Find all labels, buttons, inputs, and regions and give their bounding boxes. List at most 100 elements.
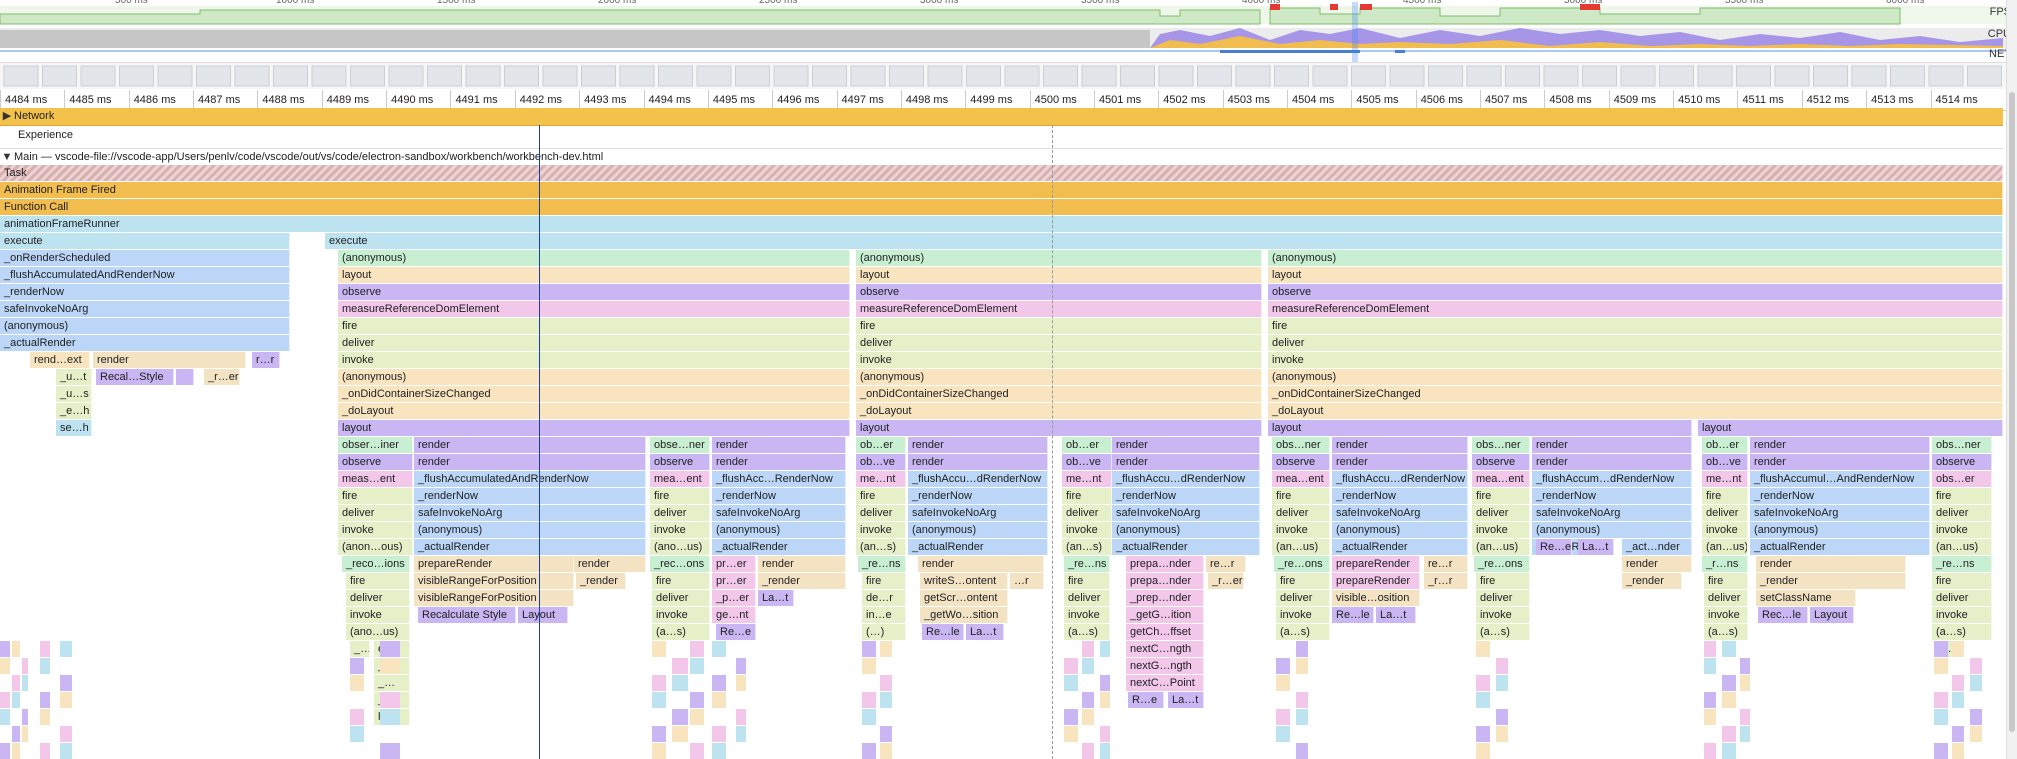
flame-event[interactable]: mea…ent (1272, 471, 1330, 487)
flame-event[interactable]: invoke (346, 607, 410, 623)
flame-sliver[interactable] (712, 743, 726, 759)
flame-event[interactable]: (an…s) (856, 539, 906, 555)
flame-event[interactable]: _… (374, 658, 410, 674)
flame-event[interactable]: (anonymous) (1750, 522, 1930, 538)
screenshot-thumbnail[interactable] (1967, 65, 2002, 87)
flame-event[interactable]: _renderNow (414, 488, 646, 504)
flame-event[interactable]: animationFrameRunner (0, 216, 2003, 232)
flame-sliver[interactable] (736, 726, 746, 742)
flame-sliver[interactable] (40, 743, 50, 759)
flame-event[interactable]: (anonymous) (1268, 369, 2003, 385)
screenshot-thumbnail[interactable] (1890, 65, 1925, 87)
flame-event[interactable]: layout (1698, 420, 2003, 436)
flame-event[interactable]: _reco…ions (342, 556, 410, 572)
screenshot-thumbnail[interactable] (1813, 65, 1848, 87)
screenshot-thumbnail[interactable] (119, 65, 154, 87)
flame-event[interactable]: safeInvokeNoArg (0, 301, 290, 317)
flame-event[interactable]: fire (1932, 488, 1992, 504)
flame-event[interactable]: La…t (1578, 539, 1614, 555)
flame-sliver[interactable] (736, 658, 746, 674)
flame-event[interactable]: (an…s) (1062, 539, 1112, 555)
flame-sliver[interactable] (1082, 658, 1094, 674)
flame-event[interactable]: _renderNow (0, 284, 290, 300)
flame-event[interactable]: deliver (650, 505, 710, 521)
flame-sliver[interactable] (1476, 743, 1490, 759)
flame-event[interactable]: mea…ent (1472, 471, 1530, 487)
flame-event[interactable]: _flushAcc…RenderNow (712, 471, 846, 487)
flame-event[interactable]: re…r (1424, 556, 1468, 572)
flame-event[interactable]: render (1112, 454, 1260, 470)
screenshot-thumbnail[interactable] (1312, 65, 1348, 87)
flame-sliver[interactable] (652, 726, 666, 742)
flame-event[interactable]: Animation Frame Fired (0, 182, 2003, 198)
flame-event[interactable]: ob…er (856, 437, 906, 453)
flame-event[interactable]: _r…r (1424, 573, 1468, 589)
flame-event[interactable]: nextC…Point (1126, 675, 1204, 691)
screenshot-thumbnail[interactable] (812, 65, 847, 87)
screenshot-thumbnail[interactable] (1004, 65, 1040, 87)
flame-event[interactable]: deliver (1064, 590, 1110, 606)
flame-event[interactable]: e… (374, 641, 410, 657)
flame-event[interactable]: execute (0, 233, 290, 249)
flame-event[interactable]: ob…ve (856, 454, 906, 470)
flame-event[interactable]: obs…ner (1272, 437, 1330, 453)
screenshot-thumbnail[interactable] (850, 65, 886, 87)
flame-event[interactable]: _p…er (712, 590, 756, 606)
flame-sliver[interactable] (1276, 726, 1290, 742)
flame-event[interactable]: (anon…ous) (338, 539, 413, 555)
flame-event[interactable]: _renderNow (1112, 488, 1260, 504)
flame-sliver[interactable] (1496, 658, 1508, 674)
flame-sliver[interactable] (1100, 743, 1110, 759)
flame-sliver[interactable] (1740, 658, 1750, 674)
screenshot-thumbnail[interactable] (1774, 65, 1810, 87)
flame-event[interactable]: La…t (1376, 607, 1416, 623)
flame-event[interactable]: (a…s) (1932, 624, 1992, 640)
flame-sliver[interactable] (1064, 675, 1078, 691)
screenshot-thumbnail[interactable] (696, 65, 732, 87)
flame-sliver[interactable] (1934, 692, 1948, 708)
flame-event[interactable]: invoke (338, 522, 413, 538)
flame-event[interactable]: layout (338, 267, 850, 283)
flame-event[interactable]: deliver (1932, 590, 1992, 606)
flame-sliver[interactable] (1704, 692, 1716, 708)
flame-sliver[interactable] (1100, 692, 1110, 708)
flame-sliver[interactable] (672, 675, 688, 691)
flame-event[interactable]: fire (1268, 318, 2003, 334)
flame-event[interactable]: La…t (758, 590, 794, 606)
flame-event[interactable]: render (414, 437, 646, 453)
flame-event[interactable]: _actualRender (908, 539, 1048, 555)
flame-sliver[interactable] (690, 743, 704, 759)
screenshot-thumbnail[interactable] (42, 65, 77, 87)
flame-sliver[interactable] (0, 743, 10, 759)
flame-event[interactable]: La…t (1168, 692, 1204, 708)
screenshot-thumbnail[interactable] (1851, 65, 1887, 87)
flame-sliver[interactable] (12, 743, 20, 759)
flame-event[interactable]: invoke (1276, 607, 1330, 623)
flame-event[interactable]: Re…e (1536, 539, 1572, 555)
flame-event[interactable]: prepareRender (1332, 573, 1420, 589)
flame-event[interactable]: render (574, 556, 646, 572)
flame-event[interactable]: fire (346, 573, 410, 589)
flame-event[interactable]: obser…iner (338, 437, 413, 453)
flame-sliver[interactable] (1476, 726, 1490, 742)
flame-sliver[interactable] (1740, 675, 1750, 691)
flame-event[interactable]: Layout (1810, 607, 1854, 623)
flame-event[interactable]: deliver (1268, 335, 2003, 351)
flame-event[interactable]: Task (0, 165, 2003, 181)
flame-event[interactable]: deliver (856, 505, 906, 521)
flame-event[interactable]: safeInvokeNoArg (1750, 505, 1930, 521)
flame-sliver[interactable] (712, 692, 726, 708)
flame-sliver[interactable] (1100, 641, 1110, 657)
vertical-scrollbar[interactable] (2006, 0, 2017, 759)
flame-event[interactable]: fire (1272, 488, 1330, 504)
flame-sliver[interactable] (690, 658, 704, 674)
flame-event[interactable]: (anonymous) (712, 522, 846, 538)
flame-event[interactable]: Re…le (1332, 607, 1374, 623)
flame-event[interactable]: me…nt (1702, 471, 1748, 487)
flame-event[interactable]: _rec…ons (650, 556, 710, 572)
flame-event[interactable]: (a…s) (1064, 624, 1110, 640)
flame-sliver[interactable] (1740, 726, 1750, 742)
screenshot-thumbnail[interactable] (1351, 65, 1386, 87)
flame-event[interactable]: render (758, 556, 846, 572)
flame-event[interactable]: (an…us) (1702, 539, 1748, 555)
